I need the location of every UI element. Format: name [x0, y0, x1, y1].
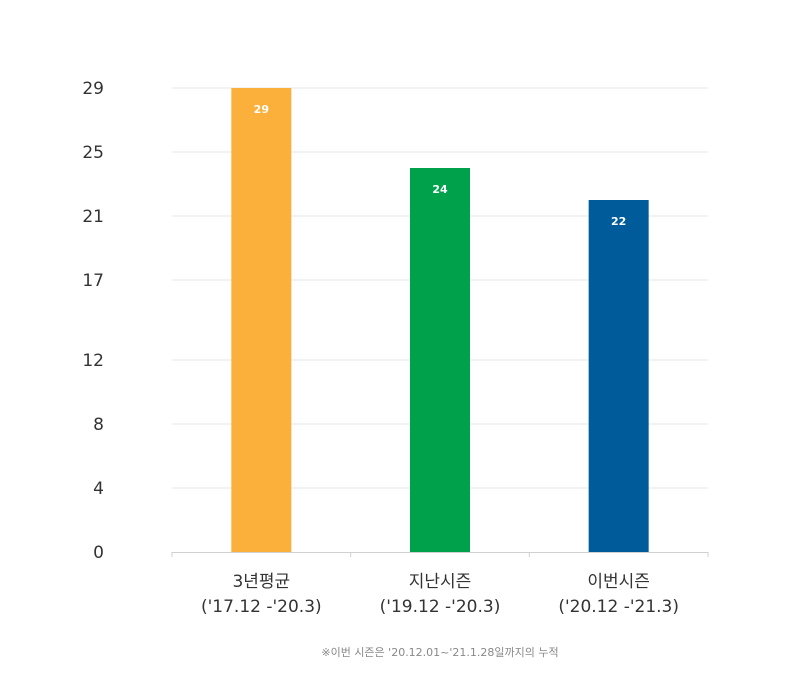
x-category-label: 지난시즌	[409, 572, 472, 592]
x-category-label: 이번시즌	[587, 572, 650, 592]
y-tick-label: 0	[93, 543, 104, 563]
y-tick-label: 29	[82, 79, 104, 99]
x-category-label: 3년평균	[232, 572, 290, 592]
bar-data-label: 22	[611, 215, 626, 228]
y-tick-label: 25	[82, 143, 104, 163]
bar-data-labels: 29 24 22	[254, 103, 627, 228]
bar-data-label: 24	[432, 183, 448, 196]
x-axis-categories: 3년평균 ('17.12 -'20.3) 지난시즌 ('19.12 -'20.3) 이번…	[201, 572, 679, 617]
footnote: ※이번 시즌은 '20.12.01~'21.1.28일까지의 누적	[321, 645, 558, 659]
bars	[231, 88, 649, 552]
bar-data-label: 29	[254, 103, 269, 116]
bar	[231, 88, 292, 552]
y-tick-label: 17	[82, 271, 104, 291]
x-category-period: ('17.12 -'20.3)	[201, 597, 322, 617]
y-tick-label: 12	[82, 351, 104, 371]
y-tick-label: 8	[93, 415, 104, 435]
y-tick-label: 21	[82, 207, 104, 227]
y-tick-label: 4	[93, 479, 104, 499]
x-axis-tick-marks	[171, 552, 709, 557]
bar	[410, 168, 470, 552]
y-axis-ticks: 0 4 8 12 17 21 25 29	[82, 79, 104, 563]
x-category-period: ('19.12 -'20.3)	[380, 597, 501, 617]
x-category-period: ('20.12 -'21.3)	[558, 597, 679, 617]
bar	[588, 200, 649, 552]
